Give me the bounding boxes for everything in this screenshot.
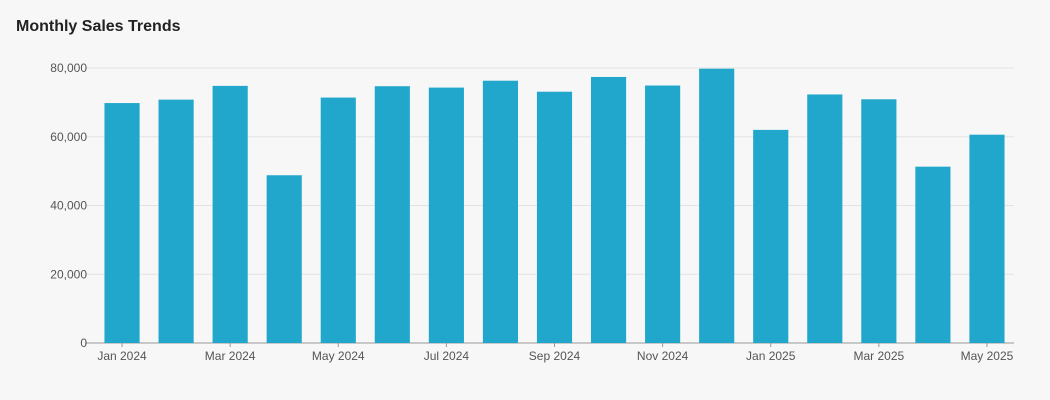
x-tick-label: Nov 2024 xyxy=(637,349,689,363)
bar-2024-03 xyxy=(212,85,248,344)
y-tick-label: 60,000 xyxy=(50,130,87,144)
bar-2025-03 xyxy=(861,99,897,343)
chart-title: Monthly Sales Trends xyxy=(16,18,181,35)
x-tick-label: May 2024 xyxy=(312,349,365,363)
bar-2024-05 xyxy=(320,97,356,343)
x-tick-label: Jul 2024 xyxy=(424,349,470,363)
y-tick-label: 20,000 xyxy=(50,267,87,281)
bar-2024-11 xyxy=(645,85,681,343)
bar-2025-04 xyxy=(915,166,951,343)
bar-2025-01 xyxy=(753,129,789,344)
y-tick-label: 0 xyxy=(80,336,87,350)
bar-2024-12 xyxy=(699,68,735,343)
x-tick-label: Sep 2024 xyxy=(529,349,581,363)
x-tick-label: Mar 2025 xyxy=(854,349,905,363)
x-tick-label: Jan 2024 xyxy=(97,349,147,363)
bar-2024-09 xyxy=(536,91,573,343)
x-tick-label: May 2025 xyxy=(961,349,1014,363)
x-tick-label: Jan 2025 xyxy=(746,349,796,363)
y-tick-label: 40,000 xyxy=(50,199,87,213)
x-tick-label: Mar 2024 xyxy=(205,349,256,363)
y-tick-label: 80,000 xyxy=(50,61,87,75)
bar-2024-04 xyxy=(266,175,302,343)
bar-2024-10 xyxy=(590,76,627,343)
y-axis-ticks: 0 20,000 40,000 60,000 80,000 xyxy=(50,61,87,350)
bar-2025-02 xyxy=(807,94,843,343)
bar-2025-05 xyxy=(969,134,1005,343)
bar-2024-08 xyxy=(482,80,519,343)
bar-2024-06 xyxy=(374,86,410,343)
x-axis-ticks: Jan 2024 Mar 2024 May 2024 Jul 2024 Sep 2024… xyxy=(97,343,1014,363)
bar-2024-07 xyxy=(428,87,464,343)
bars xyxy=(104,68,1005,344)
bar-2024-01 xyxy=(104,103,140,343)
bar-2024-02 xyxy=(158,99,194,344)
